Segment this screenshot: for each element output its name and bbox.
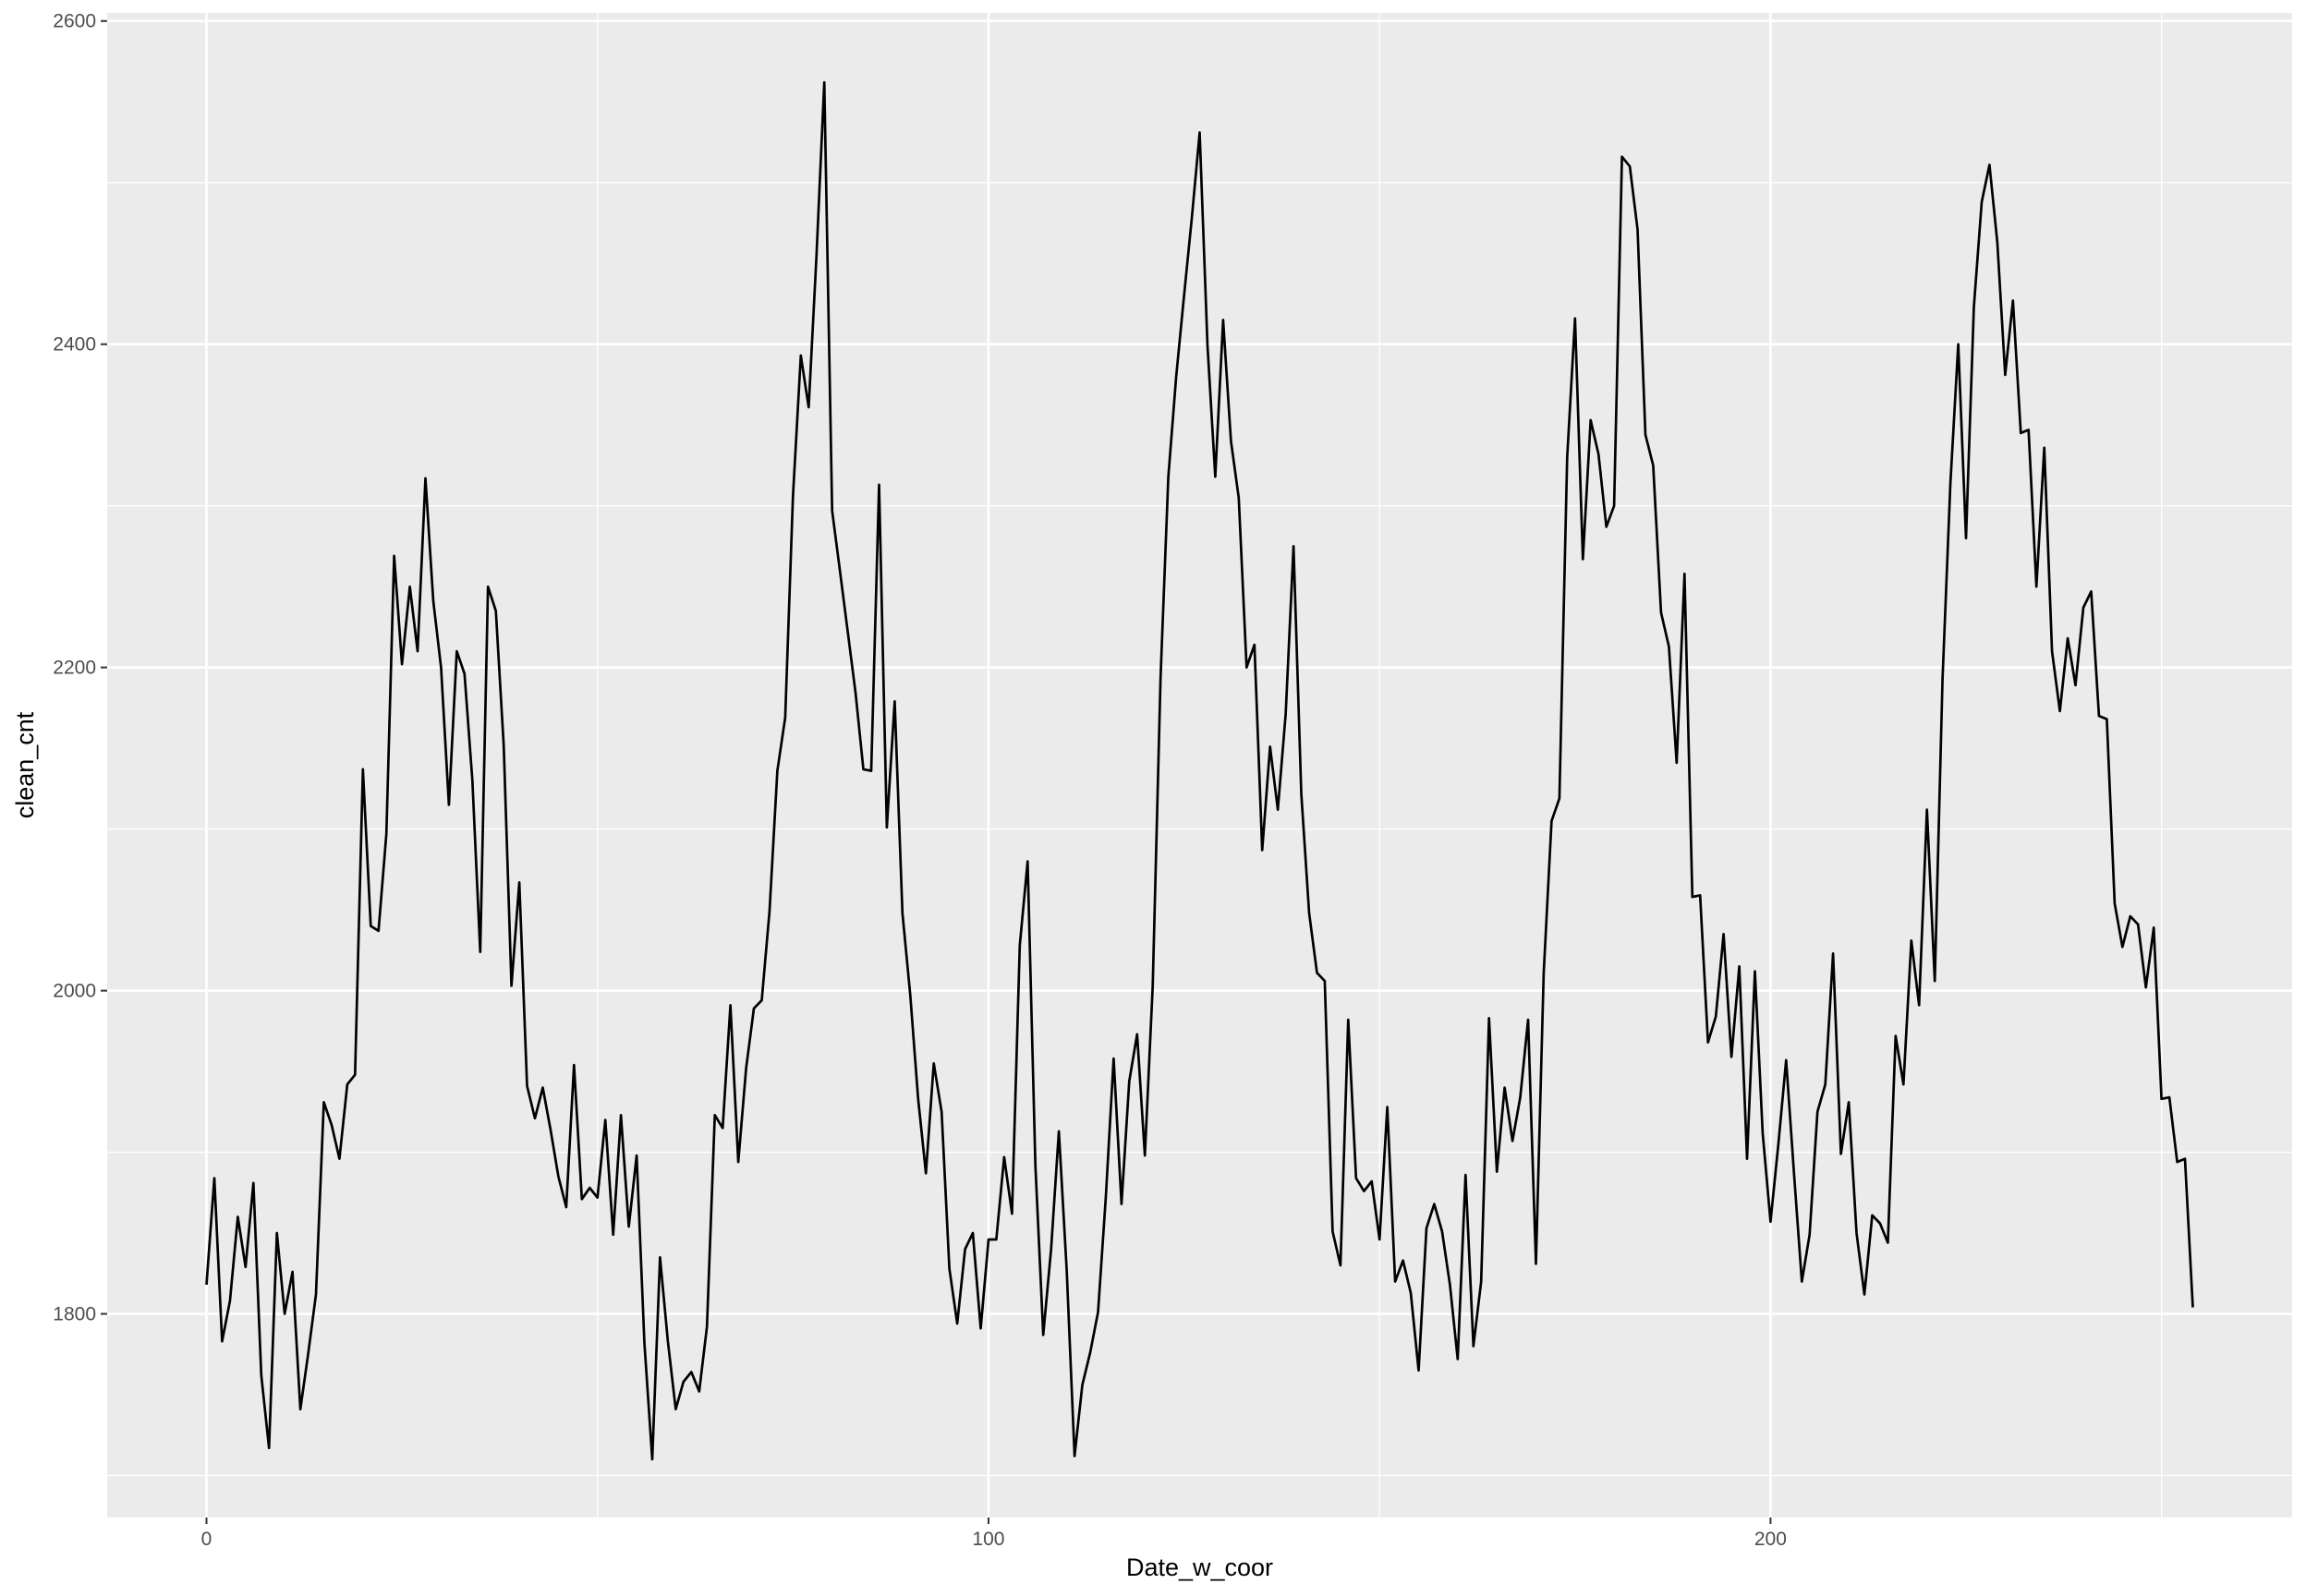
y-tick-label: 2600 bbox=[53, 11, 96, 32]
x-tick-label: 200 bbox=[1754, 1529, 1787, 1550]
y-tick-label: 2400 bbox=[53, 334, 96, 356]
y-tick-label: 1800 bbox=[53, 1304, 96, 1325]
plot-panel bbox=[107, 13, 2292, 1517]
y-tick-label: 2200 bbox=[53, 658, 96, 679]
major-gridlines bbox=[107, 13, 2292, 1517]
y-axis: 1800 2000 2200 2400 2600 bbox=[53, 11, 107, 1325]
x-tick-label: 100 bbox=[972, 1529, 1004, 1550]
minor-gridlines bbox=[107, 13, 2292, 1517]
y-axis-title: clean_cnt bbox=[11, 711, 39, 818]
y-tick-label: 2000 bbox=[53, 981, 96, 1002]
series-line-clean-cnt bbox=[205, 80, 2194, 1461]
x-axis: 0 100 200 bbox=[201, 1517, 1787, 1550]
x-tick-label: 0 bbox=[201, 1529, 212, 1550]
x-axis-title: Date_w_coor bbox=[1126, 1554, 1273, 1581]
